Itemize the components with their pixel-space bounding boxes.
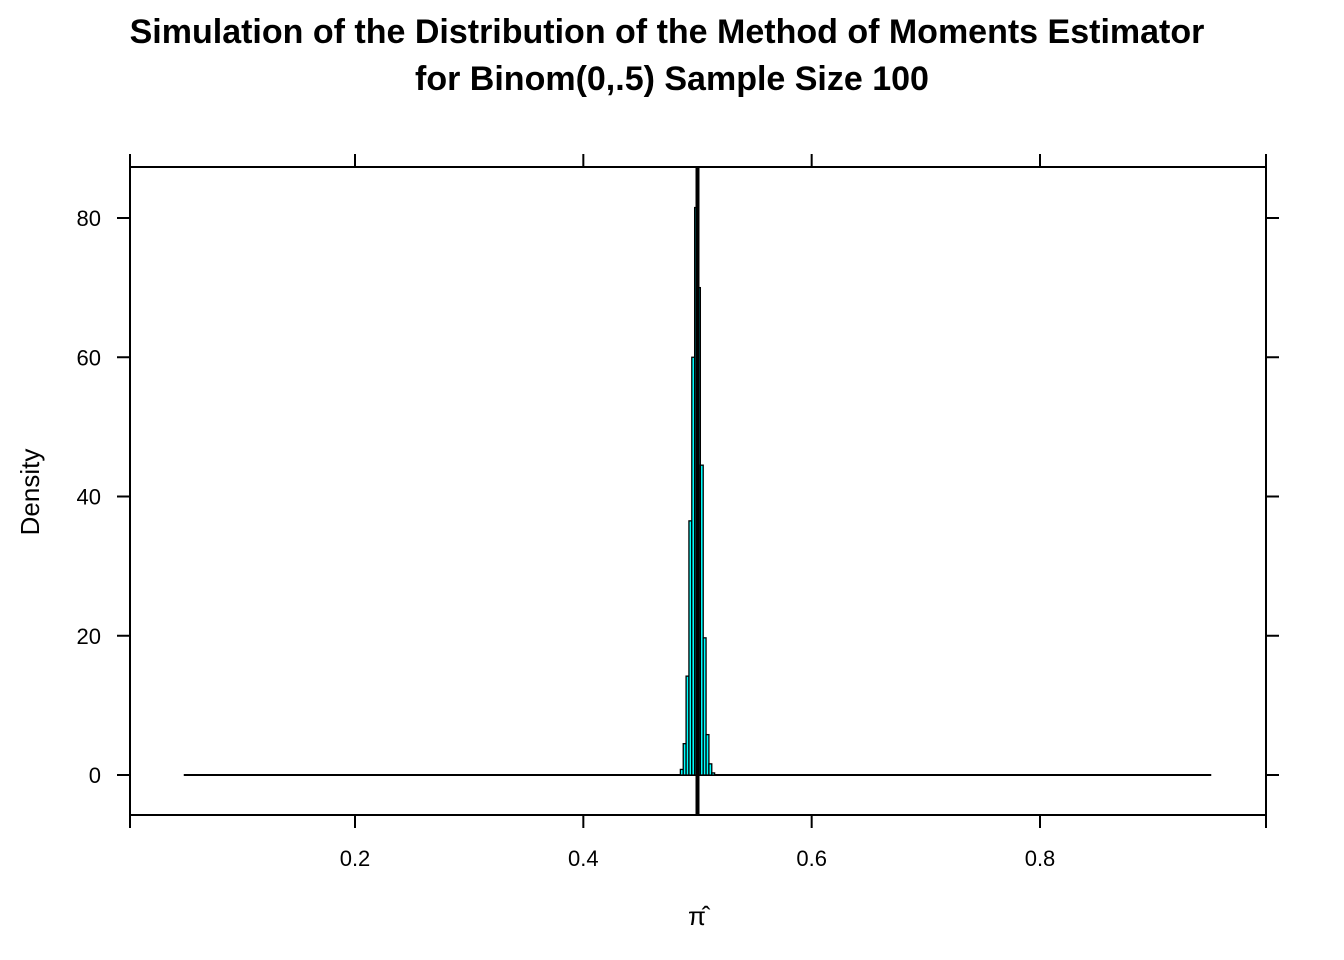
x-tick-label-0: 0.2 (340, 846, 371, 871)
x-tick-label-3: 0.8 (1025, 846, 1056, 871)
x-tick-label-2: 0.6 (796, 846, 827, 871)
y-tick-label-0: 0 (89, 763, 101, 788)
histogram-bar-11 (711, 772, 716, 776)
histogram-bar-7 (699, 464, 704, 776)
chart-title-line1: Simulation of the Distribution of the Me… (130, 13, 1205, 51)
y-tick-label-4: 80 (77, 206, 101, 231)
y-tick-label-3: 60 (77, 345, 101, 370)
histogram-bar-8 (702, 637, 707, 776)
histogram-bar-9 (705, 733, 710, 776)
y-tick-label-2: 40 (77, 485, 101, 510)
chart-title-line2: for Binom(0,.5) Sample Size 100 (415, 60, 929, 98)
histogram-bar-10 (708, 763, 713, 776)
x-axis-label: π̂ (688, 901, 711, 931)
plot-area: 0.2 0.4 0.6 0.8 0 20 40 60 80 (77, 154, 1279, 871)
x-tick-label-1: 0.4 (568, 846, 599, 871)
y-axis-label: Density (15, 449, 45, 536)
y-tick-label-1: 20 (77, 624, 101, 649)
